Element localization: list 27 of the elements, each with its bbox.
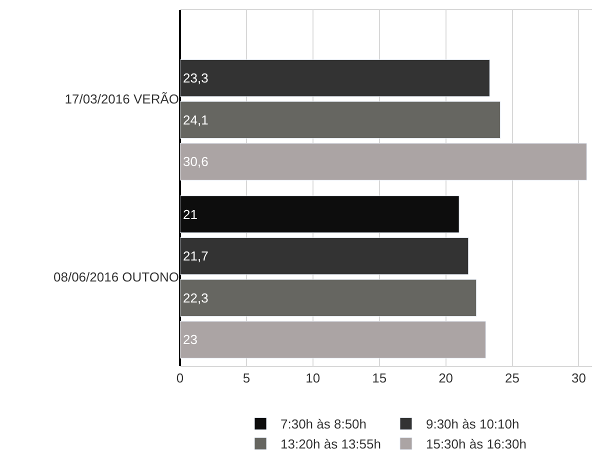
- data-label: 22,3: [183, 290, 208, 306]
- bar: [180, 101, 501, 139]
- legend-label: 13:20h às 13:55h: [280, 436, 381, 452]
- x-tick-label: 10: [306, 370, 320, 386]
- data-label: 23,3: [183, 70, 208, 86]
- bar: [180, 279, 477, 317]
- legend-label: 9:30h às 10:10h: [426, 416, 520, 432]
- bar: [180, 196, 460, 233]
- bar: [180, 59, 490, 97]
- x-tick-label: 5: [242, 370, 250, 386]
- data-label: 21,7: [183, 248, 208, 264]
- data-label: 24,1: [183, 112, 208, 128]
- bar: [180, 321, 486, 358]
- data-label: 30,6: [183, 154, 208, 170]
- bar: [180, 143, 587, 180]
- y-tick-label: 17/03/2016 VERÃO: [64, 92, 179, 107]
- data-label: 23: [183, 332, 198, 348]
- bar: [180, 237, 469, 275]
- x-tick-label: 15: [372, 370, 387, 386]
- x-tick-label: 20: [438, 370, 454, 386]
- x-tick-label: 25: [505, 370, 520, 386]
- data-label: 21: [183, 206, 198, 222]
- x-tick-label: 30: [571, 370, 586, 386]
- y-tick-label: 08/06/2016 OUTONO: [54, 270, 179, 285]
- x-tick-label: 0: [176, 370, 184, 386]
- legend-label: 15:30h às 16:30h: [426, 436, 526, 452]
- legend-label: 7:30h às 8:50h: [280, 416, 367, 432]
